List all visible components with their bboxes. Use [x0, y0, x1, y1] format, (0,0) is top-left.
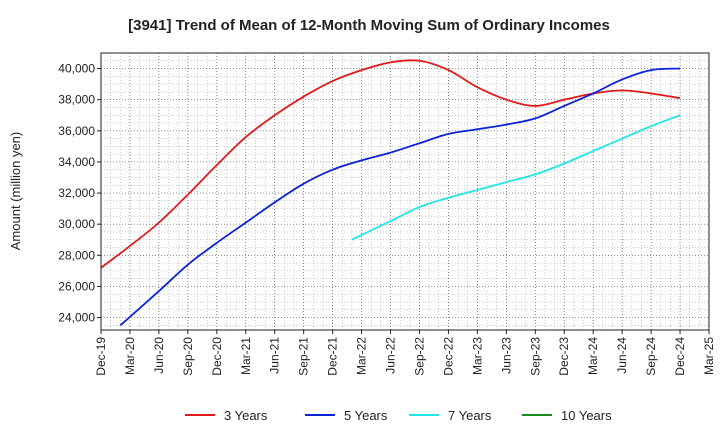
x-tick-label: Mar-25 [702, 337, 716, 375]
y-tick-label: 32,000 [58, 186, 95, 200]
x-tick-label: Sep-23 [528, 337, 542, 376]
x-tick-label: Jun-20 [152, 337, 166, 374]
y-tick-label: 26,000 [58, 279, 95, 293]
x-tick-label: Mar-24 [586, 337, 600, 375]
legend-label: 7 Years [448, 408, 492, 423]
legend-label: 3 Years [224, 408, 268, 423]
x-tick-label: Mar-20 [123, 337, 137, 375]
legend: 3 Years 5 Years 7 Years 10 Years [185, 408, 612, 423]
x-tick-label: Sep-21 [297, 337, 311, 376]
series-lines [100, 59, 681, 327]
x-tick-label: Dec-23 [557, 337, 571, 376]
series-line-3-years [100, 59, 681, 269]
series-line-5-years [119, 67, 681, 327]
y-tick-label: 36,000 [58, 124, 95, 138]
y-tick-label: 30,000 [58, 217, 95, 231]
x-tick-label: Dec-19 [94, 337, 108, 376]
x-tick-label: Mar-21 [239, 337, 253, 375]
y-axis-label: Amount (million yen) [8, 132, 23, 251]
x-tick-label: Mar-23 [470, 337, 484, 375]
grid [101, 52, 709, 330]
legend-label: 10 Years [561, 408, 612, 423]
plot-frame [100, 52, 710, 331]
series-line-7-years [351, 114, 681, 241]
x-tick-label: Dec-22 [441, 337, 455, 376]
y-axis-ticks: 24,000 26,000 28,000 30,000 32,000 34,000 36,0… [58, 62, 101, 325]
x-axis-ticks: Dec-19 Mar-20 Jun-20 Sep-20 Dec-20 Mar-21 Jun-… [94, 330, 716, 376]
chart-title: [3941] Trend of Mean of 12-Month Moving … [128, 17, 610, 34]
y-tick-label: 34,000 [58, 155, 95, 169]
x-tick-label: Mar-22 [355, 337, 369, 375]
x-tick-label: Sep-20 [181, 337, 195, 376]
x-tick-label: Sep-24 [644, 337, 658, 376]
x-tick-label: Jun-22 [384, 337, 398, 374]
y-tick-label: 40,000 [58, 62, 95, 76]
x-tick-label: Dec-24 [673, 337, 687, 376]
y-tick-label: 28,000 [58, 248, 95, 262]
y-tick-label: 38,000 [58, 93, 95, 107]
x-tick-label: Jun-24 [615, 337, 629, 374]
legend-label: 5 Years [344, 408, 388, 423]
x-tick-label: Dec-20 [210, 337, 224, 376]
x-tick-label: Jun-23 [499, 337, 513, 374]
x-tick-label: Sep-22 [412, 337, 426, 376]
x-tick-label: Jun-21 [268, 337, 282, 374]
y-tick-label: 24,000 [58, 311, 95, 325]
x-tick-label: Dec-21 [326, 337, 340, 376]
